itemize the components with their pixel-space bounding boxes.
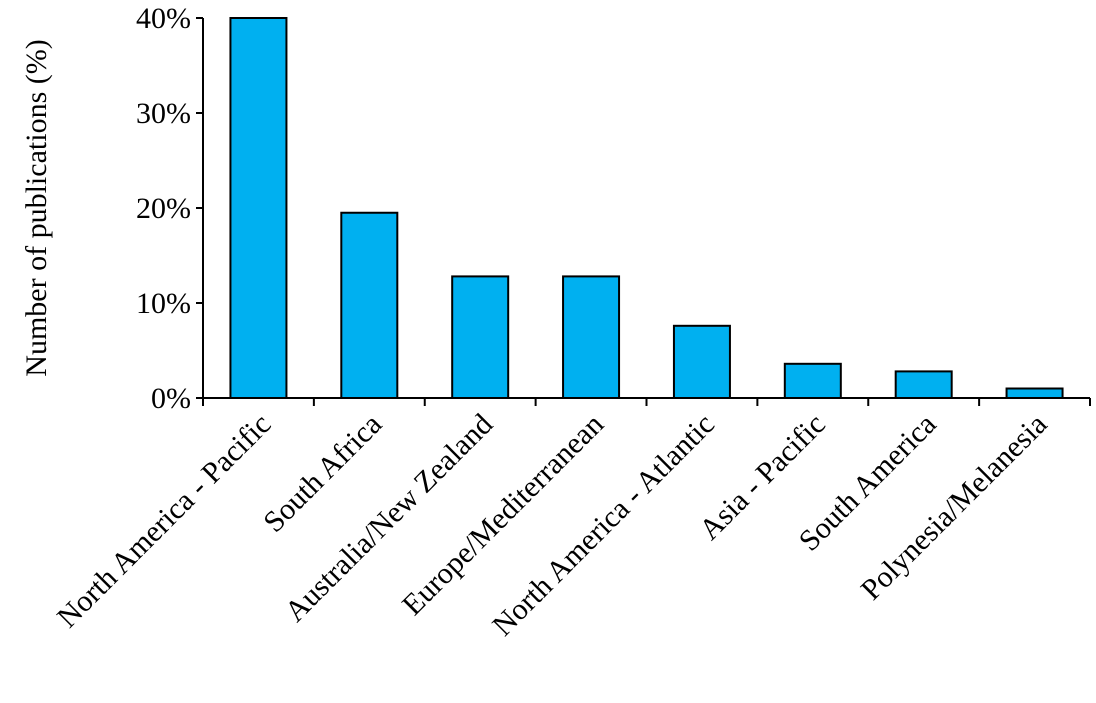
bar <box>672 324 731 399</box>
x-category-label: North America - Atlantic <box>486 408 721 643</box>
bar <box>340 211 399 399</box>
y-tick-label: 30% <box>136 97 191 130</box>
x-category-label: Australia/New Zealand <box>278 408 499 629</box>
bar <box>229 17 288 399</box>
x-category-label: Europe/Mediterranean <box>396 408 610 622</box>
y-tick-label: 0% <box>151 382 191 415</box>
y-tick-label: 40% <box>136 2 191 35</box>
y-tick-label: 10% <box>136 287 191 320</box>
x-category-label: North America - Pacific <box>51 408 278 635</box>
bar <box>894 370 953 399</box>
y-axis-ticks: 0% 10% 20% 30% 40% <box>136 2 203 415</box>
bar <box>562 275 621 399</box>
bar <box>783 362 842 399</box>
bar <box>1005 387 1064 399</box>
y-axis-label-group: Number of publications (%) <box>20 39 53 376</box>
y-axis-label: Number of publications (%) <box>20 39 53 376</box>
bar <box>451 275 510 399</box>
bars <box>229 17 1064 399</box>
x-category-label: Polynesia/Melanesia <box>855 408 1054 607</box>
x-axis-ticks <box>202 398 1091 406</box>
y-tick-label: 20% <box>136 192 191 225</box>
axes <box>202 18 1090 399</box>
